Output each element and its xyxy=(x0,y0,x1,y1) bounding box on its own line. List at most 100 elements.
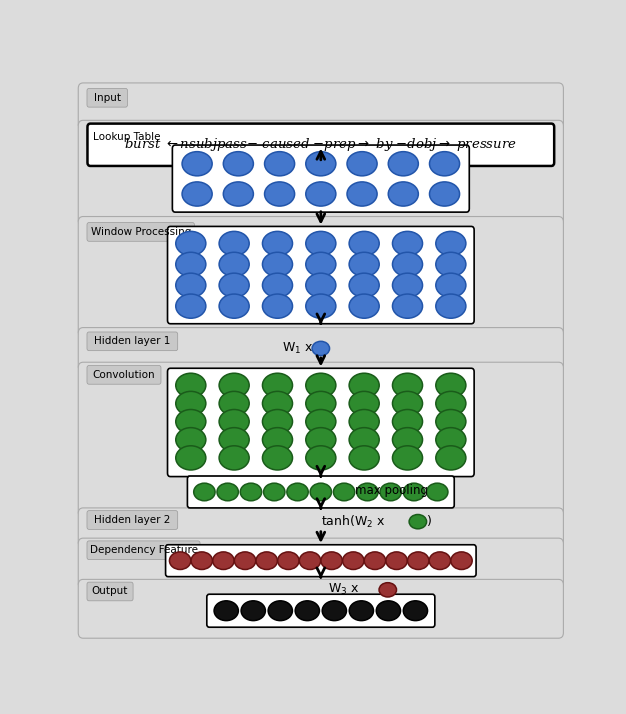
Ellipse shape xyxy=(349,373,379,398)
Ellipse shape xyxy=(357,483,378,501)
Ellipse shape xyxy=(349,600,374,620)
Ellipse shape xyxy=(305,428,336,452)
Ellipse shape xyxy=(176,252,206,276)
Ellipse shape xyxy=(436,410,466,433)
Ellipse shape xyxy=(219,373,249,398)
FancyBboxPatch shape xyxy=(78,362,563,517)
Ellipse shape xyxy=(176,428,206,452)
FancyBboxPatch shape xyxy=(168,226,474,323)
Ellipse shape xyxy=(312,341,329,356)
Ellipse shape xyxy=(349,273,379,297)
Text: max pooling: max pooling xyxy=(355,484,428,497)
Ellipse shape xyxy=(436,252,466,276)
Ellipse shape xyxy=(310,483,332,501)
Ellipse shape xyxy=(262,391,292,416)
Ellipse shape xyxy=(219,446,249,470)
Ellipse shape xyxy=(342,552,364,570)
Text: tanh(W$_2$ x: tanh(W$_2$ x xyxy=(321,513,386,530)
FancyBboxPatch shape xyxy=(88,124,554,166)
FancyBboxPatch shape xyxy=(87,332,178,351)
FancyBboxPatch shape xyxy=(78,579,563,638)
Ellipse shape xyxy=(234,552,256,570)
Ellipse shape xyxy=(213,552,234,570)
Ellipse shape xyxy=(191,552,212,570)
Ellipse shape xyxy=(386,552,408,570)
Ellipse shape xyxy=(305,231,336,256)
Ellipse shape xyxy=(436,428,466,452)
Ellipse shape xyxy=(305,294,336,318)
Ellipse shape xyxy=(305,446,336,470)
Ellipse shape xyxy=(193,483,215,501)
Ellipse shape xyxy=(176,446,206,470)
Ellipse shape xyxy=(170,552,191,570)
Ellipse shape xyxy=(305,252,336,276)
Ellipse shape xyxy=(393,231,423,256)
Text: burst $\leftarrow$nsubjpass$-$ caused $-$prep$\rightarrow$ by $-$dobj$\rightarro: burst $\leftarrow$nsubjpass$-$ caused $-… xyxy=(125,136,517,154)
FancyBboxPatch shape xyxy=(87,366,161,384)
Ellipse shape xyxy=(349,252,379,276)
Ellipse shape xyxy=(393,252,423,276)
Ellipse shape xyxy=(408,552,429,570)
Text: Output: Output xyxy=(92,586,128,596)
Text: W$_1$ x: W$_1$ x xyxy=(282,341,314,356)
Ellipse shape xyxy=(262,373,292,398)
FancyBboxPatch shape xyxy=(87,223,195,241)
Ellipse shape xyxy=(219,294,249,318)
Ellipse shape xyxy=(349,391,379,416)
Text: Window Processing: Window Processing xyxy=(91,227,191,237)
Text: Hidden layer 1: Hidden layer 1 xyxy=(94,336,170,346)
Ellipse shape xyxy=(214,600,239,620)
Ellipse shape xyxy=(379,583,396,597)
FancyBboxPatch shape xyxy=(78,83,563,130)
Ellipse shape xyxy=(262,446,292,470)
Ellipse shape xyxy=(436,273,466,297)
Ellipse shape xyxy=(388,182,418,206)
Ellipse shape xyxy=(219,410,249,433)
Text: W$_3$ x: W$_3$ x xyxy=(328,583,359,598)
Ellipse shape xyxy=(262,294,292,318)
Ellipse shape xyxy=(219,273,249,297)
Ellipse shape xyxy=(219,391,249,416)
Ellipse shape xyxy=(287,483,308,501)
Ellipse shape xyxy=(217,483,239,501)
Ellipse shape xyxy=(262,428,292,452)
Ellipse shape xyxy=(223,151,254,176)
Ellipse shape xyxy=(429,552,451,570)
Ellipse shape xyxy=(388,151,418,176)
Ellipse shape xyxy=(393,373,423,398)
Ellipse shape xyxy=(364,552,386,570)
Ellipse shape xyxy=(393,294,423,318)
Text: Convolution: Convolution xyxy=(93,370,155,380)
Ellipse shape xyxy=(429,182,459,206)
Ellipse shape xyxy=(393,428,423,452)
Ellipse shape xyxy=(321,552,342,570)
FancyBboxPatch shape xyxy=(165,545,476,577)
Text: Lookup Table: Lookup Table xyxy=(93,132,160,142)
Ellipse shape xyxy=(305,373,336,398)
Ellipse shape xyxy=(219,252,249,276)
Ellipse shape xyxy=(256,552,277,570)
Ellipse shape xyxy=(176,273,206,297)
Ellipse shape xyxy=(393,410,423,433)
Ellipse shape xyxy=(176,391,206,416)
Ellipse shape xyxy=(349,231,379,256)
Text: Dependency Feature: Dependency Feature xyxy=(90,545,197,555)
Ellipse shape xyxy=(262,273,292,297)
Ellipse shape xyxy=(241,600,265,620)
Ellipse shape xyxy=(349,428,379,452)
Ellipse shape xyxy=(262,231,292,256)
Ellipse shape xyxy=(299,552,321,570)
Ellipse shape xyxy=(262,410,292,433)
Ellipse shape xyxy=(349,294,379,318)
Ellipse shape xyxy=(305,182,336,206)
Ellipse shape xyxy=(322,600,346,620)
Ellipse shape xyxy=(295,600,319,620)
FancyBboxPatch shape xyxy=(78,216,563,337)
Ellipse shape xyxy=(349,410,379,433)
FancyBboxPatch shape xyxy=(187,476,454,508)
Ellipse shape xyxy=(429,151,459,176)
FancyBboxPatch shape xyxy=(87,541,200,560)
FancyBboxPatch shape xyxy=(78,538,563,589)
Ellipse shape xyxy=(409,515,426,529)
Ellipse shape xyxy=(182,151,212,176)
